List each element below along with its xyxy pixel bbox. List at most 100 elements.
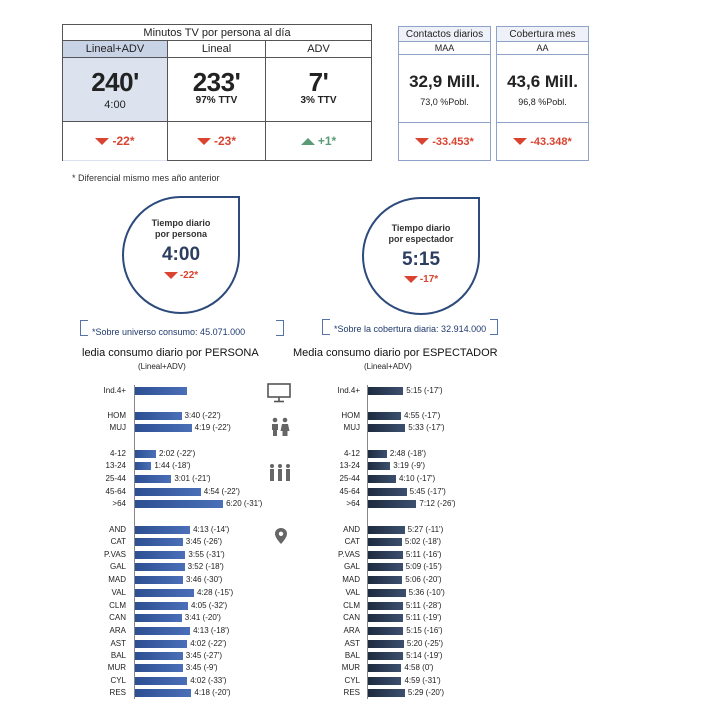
data-label: 3:52 (-18') (187, 562, 224, 571)
bubble-espectador: Tiempo diario por espectador 5:15 -17* (362, 197, 480, 315)
bar-espectador (368, 563, 403, 571)
bar-espectador (368, 677, 402, 685)
category-label: CYL (344, 676, 360, 685)
bar-espectador (368, 412, 402, 420)
axis-line (134, 385, 135, 699)
chart-right-subtitle: (Lineal+ADV) (364, 362, 412, 371)
data-label: 4:19 (-22') (194, 423, 231, 432)
location-pin-icon (275, 528, 287, 544)
age-group-icon (270, 464, 290, 481)
kpi-small: 96,8 %Pobl. (518, 97, 567, 107)
data-label: 5:20 (-25') (406, 639, 444, 648)
category-label: 45-64 (105, 487, 126, 496)
data-label: 4:54 (-22') (203, 487, 240, 496)
data-label: 4:59 (-31') (404, 676, 441, 685)
category-label: VAL (345, 588, 360, 597)
data-label: 3:41 (-20') (184, 613, 221, 622)
data-label: 4:02 (-33') (190, 676, 227, 685)
data-label: 5:27 (-11') (407, 525, 444, 534)
bracket-left (80, 320, 88, 336)
bubble-label-2: por persona (154, 229, 207, 239)
bar-espectador (368, 640, 404, 648)
kpi-value: 43,6 Mill. (507, 72, 578, 91)
category-label: 45-64 (339, 487, 360, 496)
bar-persona (135, 589, 194, 597)
bar-persona (135, 500, 224, 508)
category-label: 25-44 (105, 474, 126, 483)
data-label: 3:19 (-9') (393, 461, 426, 470)
bar-espectador (368, 475, 396, 483)
bar-espectador (368, 576, 403, 584)
chart-left-title: ledia consumo diario por PERSONA (82, 347, 259, 359)
col-diff: +1* (317, 134, 337, 148)
category-label: MAD (108, 575, 126, 584)
bar-espectador (368, 424, 406, 432)
col-lineal: Lineal 233' 97% TTV -23* (168, 41, 266, 161)
col-sub: 3% TTV (300, 95, 337, 106)
bar-espectador (368, 538, 402, 546)
data-label: 7:12 (-26') (419, 499, 456, 508)
gender-icon (272, 417, 290, 436)
category-label: >64 (346, 499, 360, 508)
category-label: 4-12 (343, 449, 360, 458)
bar-espectador (368, 450, 387, 458)
category-label: GAL (343, 562, 360, 571)
bar-espectador (368, 689, 405, 697)
bar-persona (135, 689, 192, 697)
category-label: 25-44 (339, 474, 360, 483)
data-label: 1:44 (-18') (154, 461, 191, 470)
category-label: P.VAS (338, 550, 360, 559)
bar-espectador (368, 526, 405, 534)
data-label: 4:55 (-17') (404, 411, 441, 420)
col-head: ADV (266, 41, 371, 58)
category-label: MUR (341, 663, 360, 672)
bar-persona (135, 664, 183, 672)
bubble-diff: -22* (179, 270, 199, 281)
data-label: 6:20 (-31') (226, 499, 263, 508)
kpi-sub: MAA (399, 42, 490, 55)
bar-persona (135, 614, 182, 622)
col-diff: -22* (112, 134, 135, 148)
bar-espectador (368, 652, 404, 660)
data-label: 3:40 (-22') (184, 411, 221, 420)
data-label: 5:29 (-20') (407, 688, 445, 697)
note-right: *Sobre la cobertura diaria: 32.914.000 (334, 324, 487, 334)
category-label: MUJ (343, 423, 360, 432)
category-label: CAN (343, 613, 360, 622)
data-label: 5:36 (-10') (408, 588, 445, 597)
data-label: 4:18 (-20') (194, 688, 231, 697)
category-label: MUR (107, 663, 126, 672)
category-label: Ind.4+ (337, 386, 360, 395)
category-label: CAN (109, 613, 126, 622)
data-label: 5:11 (-19') (405, 613, 442, 622)
bar-persona (135, 475, 172, 483)
axis-line (367, 385, 368, 699)
data-label: 5:14 (-19') (406, 651, 443, 660)
down-arrow-icon (95, 137, 110, 145)
col-lineal-adv: Lineal+ADV 240' 4:00 -22* (63, 41, 168, 161)
bar-persona (135, 488, 201, 496)
data-label: 5:06 (-20') (405, 575, 442, 584)
data-label: 5:33 (-17') (408, 423, 445, 432)
down-arrow-icon (196, 137, 211, 145)
bubble-time: 5:15 (401, 249, 441, 270)
category-label: BAL (344, 651, 360, 660)
down-arrow-icon (403, 276, 418, 283)
kpi-small: 73,0 %Pobl. (420, 97, 469, 107)
kpi-sub: AA (497, 42, 588, 55)
chart-left-subtitle: (Lineal+ADV) (138, 362, 186, 371)
col-head: Lineal (168, 41, 265, 58)
category-label: AND (343, 525, 360, 534)
category-label: CAT (110, 537, 126, 546)
category-label: AST (110, 639, 126, 648)
down-arrow-icon (415, 138, 430, 145)
category-label: CYL (110, 676, 126, 685)
note-left: *Sobre universo consumo: 45.071.000 (92, 327, 246, 337)
bar-persona (135, 627, 191, 635)
col-value: 240' (91, 67, 139, 97)
col-value: 233' (192, 67, 241, 97)
category-label: 13-24 (339, 461, 360, 470)
footnote: * Diferencial mismo mes año anterior (72, 173, 220, 183)
bar-persona (135, 538, 183, 546)
category-label: VAL (111, 588, 126, 597)
